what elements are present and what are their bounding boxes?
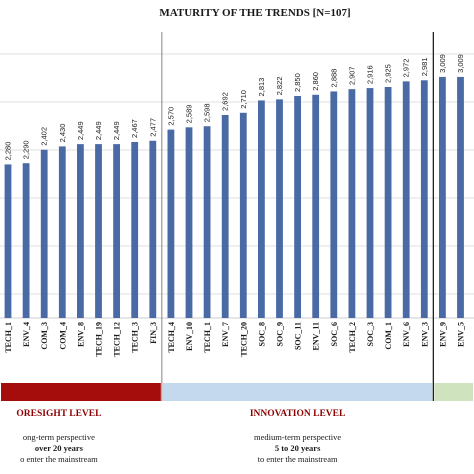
category-label-7: TECH_3 bbox=[131, 322, 140, 353]
category-label-25: ENV_5 bbox=[457, 322, 466, 347]
category-label-0: TECH_1 bbox=[4, 322, 13, 353]
bar-7 bbox=[131, 141, 139, 318]
bar-25 bbox=[457, 76, 464, 318]
value-label-20: 2,916 bbox=[366, 65, 375, 84]
level-band-0 bbox=[1, 383, 161, 401]
level-title-1: INNOVATION LEVEL bbox=[250, 409, 345, 419]
value-label-24: 3,009 bbox=[438, 54, 447, 73]
category-label-22: ENV_6 bbox=[402, 322, 411, 347]
value-label-9: 2,570 bbox=[166, 107, 175, 126]
bar-8 bbox=[149, 140, 157, 318]
category-label-10: ENV_10 bbox=[185, 322, 194, 351]
category-label-17: ENV_11 bbox=[312, 322, 321, 350]
bar-12 bbox=[221, 114, 229, 319]
category-label-24: ENV_9 bbox=[438, 322, 447, 347]
bar-4 bbox=[77, 144, 84, 318]
value-labels: 2,280 2,290 2,402 2,430 2,449 2,449 2,449 2,467… bbox=[4, 54, 466, 161]
value-label-3: 2,430 bbox=[58, 124, 67, 143]
value-label-2: 2,402 bbox=[40, 127, 49, 146]
value-label-16: 2,850 bbox=[293, 73, 302, 92]
bar-21 bbox=[384, 87, 392, 318]
bar-11 bbox=[203, 126, 211, 319]
category-label-13: TECH_20 bbox=[239, 322, 248, 357]
bar-6 bbox=[113, 144, 120, 318]
value-label-15: 2,822 bbox=[275, 77, 284, 96]
value-label-4: 2,449 bbox=[76, 121, 85, 140]
bar-24 bbox=[439, 76, 446, 318]
value-label-11: 2,598 bbox=[203, 103, 212, 122]
level-bands bbox=[1, 383, 473, 401]
category-label-3: COM_4 bbox=[58, 322, 67, 350]
bar-9 bbox=[167, 129, 175, 318]
category-label-20: SOC_3 bbox=[366, 322, 375, 346]
level-line-0-0: ong-term perspective bbox=[23, 432, 95, 442]
bar-14 bbox=[258, 100, 265, 318]
level-line-1-2: to enter the mainstream bbox=[258, 454, 338, 464]
level-dividers bbox=[161, 32, 435, 401]
value-label-25: 3,009 bbox=[456, 54, 465, 73]
level-line-0-1: over 20 years bbox=[35, 443, 84, 453]
value-label-18: 2,888 bbox=[329, 69, 338, 88]
value-label-19: 2,907 bbox=[347, 66, 356, 85]
category-labels: TECH_1 ENV_4 COM_3 COM_4 ENV_8 TECH_19 TECH_12… bbox=[4, 322, 466, 357]
category-label-14: SOC_8 bbox=[257, 322, 266, 346]
category-label-21: COM_1 bbox=[384, 322, 393, 350]
bar-0 bbox=[4, 164, 12, 318]
category-label-12: ENV_7 bbox=[221, 322, 230, 347]
bar-13 bbox=[239, 112, 247, 318]
bar-22 bbox=[402, 81, 410, 318]
category-label-5: TECH_19 bbox=[95, 322, 104, 357]
bar-18 bbox=[330, 91, 338, 318]
value-label-7: 2,467 bbox=[130, 119, 139, 138]
value-label-8: 2,477 bbox=[148, 118, 157, 137]
value-label-14: 2,813 bbox=[257, 78, 266, 97]
category-label-19: TECH_2 bbox=[348, 322, 357, 353]
bar-17 bbox=[312, 94, 320, 318]
category-label-2: COM_3 bbox=[40, 322, 49, 350]
bar-15 bbox=[276, 99, 283, 318]
level-title-0: ORESIGHT LEVEL bbox=[16, 409, 101, 419]
value-label-13: 2,710 bbox=[239, 90, 248, 109]
value-label-12: 2,692 bbox=[221, 92, 230, 111]
bar-19 bbox=[348, 89, 356, 318]
bar-1 bbox=[22, 163, 30, 318]
value-label-10: 2,589 bbox=[185, 105, 194, 124]
level-line-0-2: o enter the mainstream bbox=[20, 454, 98, 464]
bar-20 bbox=[366, 88, 374, 318]
level-band-2 bbox=[434, 383, 473, 401]
bar-16 bbox=[294, 96, 301, 318]
value-label-23: 2,981 bbox=[420, 57, 429, 76]
value-label-0: 2,280 bbox=[4, 142, 13, 161]
category-label-1: ENV_4 bbox=[22, 322, 31, 347]
level-line-1-1: 5 to 20 years bbox=[275, 443, 321, 453]
bar-5 bbox=[95, 144, 102, 318]
bars bbox=[4, 76, 464, 319]
bar-3 bbox=[58, 146, 66, 318]
category-label-6: TECH_12 bbox=[113, 322, 122, 357]
category-label-18: SOC_6 bbox=[330, 322, 339, 346]
category-label-15: SOC_9 bbox=[276, 322, 285, 346]
value-label-5: 2,449 bbox=[94, 121, 103, 140]
level-line-1-0: medium-term perspective bbox=[254, 432, 341, 442]
bar-23 bbox=[420, 80, 428, 318]
value-label-1: 2,290 bbox=[22, 140, 31, 159]
value-label-17: 2,860 bbox=[311, 72, 320, 91]
category-label-16: SOC_11 bbox=[294, 322, 303, 350]
value-label-6: 2,449 bbox=[112, 121, 121, 140]
bar-10 bbox=[185, 127, 193, 318]
level-band-1 bbox=[162, 383, 433, 401]
chart-title: MATURITY OF THE TRENDS [N=107] bbox=[159, 7, 350, 19]
category-label-11: TECH_1 bbox=[203, 322, 212, 353]
category-label-8: FIN_3 bbox=[149, 322, 158, 344]
bar-2 bbox=[40, 149, 48, 318]
category-label-4: ENV_8 bbox=[76, 322, 85, 347]
category-label-23: ENV_3 bbox=[420, 322, 429, 347]
category-label-9: TECH_4 bbox=[167, 322, 176, 353]
value-label-22: 2,972 bbox=[402, 59, 411, 78]
value-label-21: 2,925 bbox=[384, 64, 393, 83]
